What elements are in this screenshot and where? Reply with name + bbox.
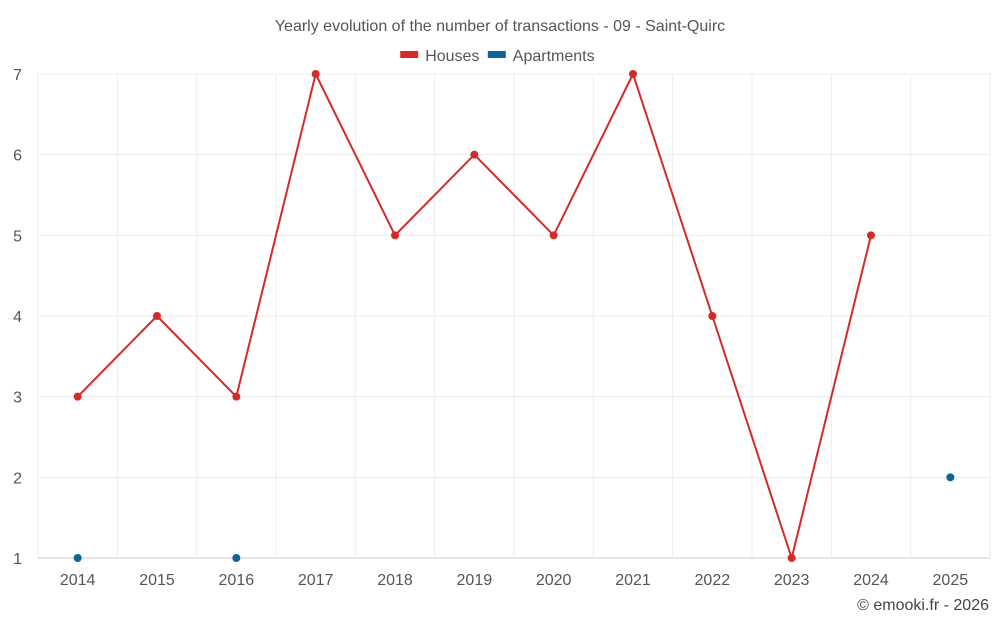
data-point bbox=[708, 312, 717, 320]
x-tick-label: 2016 bbox=[219, 572, 255, 589]
y-tick-label: 2 bbox=[13, 470, 22, 487]
series-apartments bbox=[73, 473, 955, 562]
y-tick-label: 3 bbox=[13, 390, 22, 407]
legend: Houses Apartments bbox=[400, 48, 595, 65]
y-tick-label: 1 bbox=[13, 551, 22, 568]
chart-title: Yearly evolution of the number of transa… bbox=[275, 18, 725, 35]
y-tick-label: 4 bbox=[13, 309, 22, 326]
data-point bbox=[232, 554, 241, 562]
x-axis: 2014 2015 2016 2017 2018 2019 2020 2021 2022 2023… bbox=[60, 572, 968, 589]
x-tick-label: 2022 bbox=[695, 572, 731, 589]
data-point bbox=[549, 231, 558, 240]
data-point bbox=[391, 231, 399, 240]
x-tick-label: 2024 bbox=[853, 572, 889, 589]
legend-label-houses: Houses bbox=[425, 48, 479, 65]
x-tick-label: 2015 bbox=[139, 572, 175, 589]
data-point bbox=[311, 70, 320, 78]
credit: © emooki.fr - 2026 bbox=[857, 597, 989, 614]
x-tick-label: 2023 bbox=[774, 572, 810, 589]
x-tick-label: 2021 bbox=[615, 572, 651, 589]
x-tick-label: 2018 bbox=[377, 572, 413, 589]
legend-swatch-apartments bbox=[487, 51, 506, 58]
x-tick-label: 2017 bbox=[298, 572, 334, 589]
grid bbox=[37, 73, 991, 559]
x-tick-label: 2020 bbox=[536, 572, 572, 589]
legend-label-apartments: Apartments bbox=[513, 48, 595, 65]
y-tick-label: 7 bbox=[13, 67, 22, 84]
data-point bbox=[153, 312, 161, 320]
x-tick-label: 2014 bbox=[60, 572, 96, 589]
data-point bbox=[73, 554, 82, 562]
y-tick-label: 5 bbox=[13, 228, 22, 245]
x-tick-label: 2019 bbox=[457, 572, 493, 589]
data-point bbox=[470, 150, 479, 159]
data-point bbox=[946, 473, 955, 482]
series-houses bbox=[73, 70, 875, 562]
data-point bbox=[787, 554, 796, 562]
y-axis: 1 2 3 4 5 6 7 bbox=[13, 67, 22, 568]
data-point bbox=[232, 392, 241, 401]
data-point bbox=[867, 231, 875, 240]
data-point bbox=[629, 70, 637, 78]
y-tick-label: 6 bbox=[13, 148, 22, 165]
legend-swatch-houses bbox=[400, 51, 419, 58]
series-layer bbox=[73, 70, 955, 562]
data-point bbox=[73, 392, 82, 401]
x-tick-label: 2025 bbox=[933, 572, 969, 589]
